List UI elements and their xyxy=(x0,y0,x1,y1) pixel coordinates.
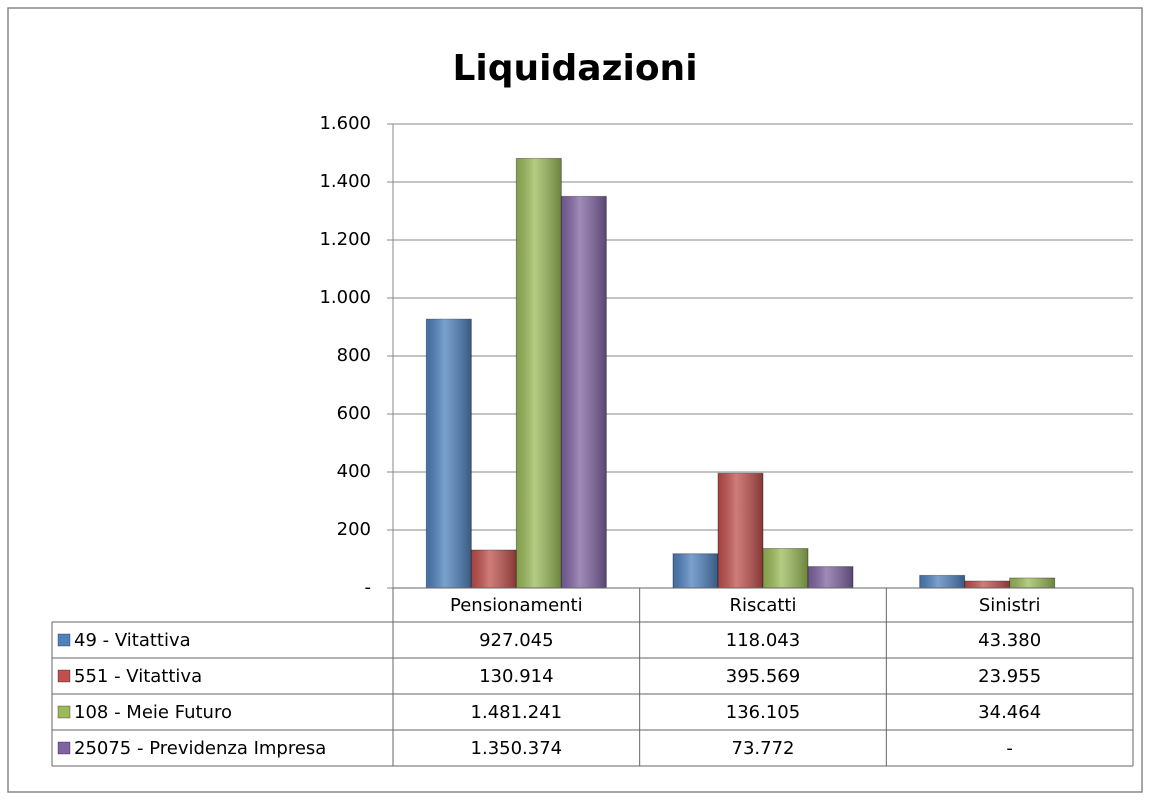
bar-highlight xyxy=(561,196,607,588)
x-tick-label: Riscatti xyxy=(730,595,797,616)
table-value: 118.043 xyxy=(726,630,800,651)
table-value: 1.350.374 xyxy=(471,738,563,759)
bar-highlight xyxy=(919,575,965,588)
legend-swatch xyxy=(57,669,71,683)
y-tick-label: 1.200 xyxy=(319,229,371,250)
bar-highlight xyxy=(808,566,853,588)
legend-label: 49 - Vitattiva xyxy=(74,630,191,651)
y-tick-label: 1.400 xyxy=(319,171,371,192)
x-tick-label: Pensionamenti xyxy=(450,595,583,616)
legend-swatch xyxy=(57,741,71,755)
y-tick-label: 1.000 xyxy=(319,287,371,308)
bar-highlight xyxy=(718,473,763,588)
table-value: 23.955 xyxy=(978,666,1041,687)
bar-highlight xyxy=(763,548,808,588)
y-tick-label: 200 xyxy=(337,519,371,540)
table-value: - xyxy=(1006,738,1013,759)
table-value: 136.105 xyxy=(726,702,800,723)
table-value: 130.914 xyxy=(479,666,553,687)
y-tick-label: 400 xyxy=(337,461,371,482)
legend-label: 108 - Meie Futuro xyxy=(74,702,232,723)
y-tick-label: - xyxy=(365,577,372,598)
y-tick-label: 1.600 xyxy=(319,113,371,134)
table-value: 43.380 xyxy=(978,630,1041,651)
table-value: 395.569 xyxy=(726,666,800,687)
table-value: 1.481.241 xyxy=(471,702,563,723)
table-value: 927.045 xyxy=(479,630,553,651)
legend-swatch xyxy=(57,705,71,719)
legend-label: 25075 - Previdenza Impresa xyxy=(74,738,326,759)
y-tick-label: 800 xyxy=(337,345,371,366)
table-value: 73.772 xyxy=(732,738,795,759)
legend-label: 551 - Vitattiva xyxy=(74,666,202,687)
x-tick-label: Sinistri xyxy=(979,595,1041,616)
bar-highlight xyxy=(673,553,718,588)
table-value: 34.464 xyxy=(978,702,1041,723)
bar-highlight xyxy=(426,319,472,588)
legend-swatch xyxy=(57,633,71,647)
bar-highlight xyxy=(471,550,517,588)
bar-highlight xyxy=(964,581,1010,588)
bar-highlight xyxy=(516,158,562,588)
bar-highlight xyxy=(1009,578,1055,588)
y-tick-label: 600 xyxy=(337,403,371,424)
chart-title: Liquidazioni xyxy=(452,48,697,89)
